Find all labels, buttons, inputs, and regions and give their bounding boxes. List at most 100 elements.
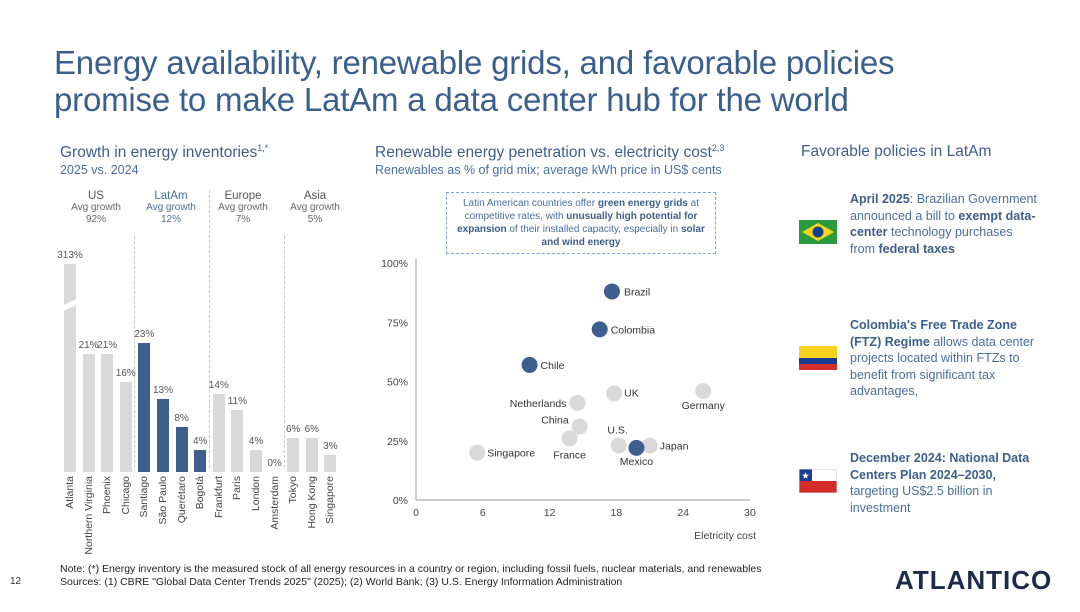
bar-value-label: 4% bbox=[192, 435, 208, 447]
region-avg-label: Avg growth bbox=[290, 202, 340, 213]
bar-value-label: 11% bbox=[227, 396, 248, 408]
scatter-point-label: Chile bbox=[541, 360, 565, 372]
renewables-subtitle: Renewables as % of grid mix; average kWh… bbox=[375, 163, 722, 177]
y-tick-label: 100% bbox=[381, 258, 408, 270]
renewables-title-sup: 2,3 bbox=[711, 143, 725, 153]
bar bbox=[157, 399, 169, 472]
y-tick-label: 0% bbox=[393, 495, 408, 507]
region-avg-label: Avg growth bbox=[218, 202, 268, 213]
region-divider bbox=[134, 236, 135, 468]
scatter-point bbox=[695, 382, 712, 399]
policy-text: technology purchases from bbox=[850, 225, 1013, 256]
scatter-point-label: Mexico bbox=[620, 456, 653, 468]
policy-lead: April 2025 bbox=[850, 192, 910, 206]
x-tick-label: 12 bbox=[544, 507, 556, 519]
callout-bold: unusually high potential for expansion bbox=[457, 211, 698, 235]
policy-lead: Colombia's Free Trade Zone (FTZ) Regime bbox=[850, 318, 1017, 349]
scatter-point bbox=[521, 356, 538, 373]
x-tick-label: 24 bbox=[677, 507, 689, 519]
bar bbox=[194, 449, 207, 472]
bar-value-label: 21% bbox=[78, 340, 99, 352]
bar-category-label: Phoenix bbox=[101, 476, 114, 514]
bar bbox=[250, 449, 262, 472]
bar-category-label: Santiago bbox=[138, 476, 151, 518]
growth-section-title: Growth in energy inventories1,* bbox=[60, 143, 268, 162]
bar-value-label: 6% bbox=[285, 424, 301, 436]
chile-flag-icon bbox=[799, 469, 837, 493]
bar-value-label: 8% bbox=[174, 413, 189, 425]
x-tick-label: 6 bbox=[480, 507, 486, 519]
growth-title-sup: 1,* bbox=[257, 143, 269, 153]
region-name: Asia bbox=[303, 190, 327, 202]
policy-bold: exempt data-center bbox=[850, 208, 1036, 240]
region-name: US bbox=[88, 190, 104, 202]
scatter-point bbox=[641, 437, 658, 454]
scatter-point bbox=[469, 444, 486, 461]
scatter-point bbox=[628, 439, 645, 456]
renewables-section-title: Renewable energy penetration vs. electri… bbox=[375, 143, 724, 162]
bar bbox=[138, 343, 151, 472]
brazil-flag-icon bbox=[799, 220, 837, 244]
renewables-title-text: Renewable energy penetration vs. electri… bbox=[375, 144, 712, 162]
scatter-point bbox=[571, 418, 588, 435]
bar-category-label: Bogotá bbox=[194, 476, 207, 510]
bar-value-label: 16% bbox=[115, 368, 136, 380]
bar-value-label: 6% bbox=[304, 424, 320, 436]
region-header-asia: Asia Avg growth 5% bbox=[275, 190, 355, 226]
policy-chile: December 2024: National Data Centers Pla… bbox=[850, 450, 1040, 516]
bar bbox=[64, 264, 76, 472]
callout-bold: green energy grids bbox=[597, 198, 688, 209]
footnote-sources: Sources: (1) CBRE "Global Data Center Tr… bbox=[60, 576, 623, 588]
policy-brazil: April 2025: Brazilian Government announc… bbox=[850, 191, 1040, 257]
scatter-point bbox=[610, 437, 627, 454]
bar bbox=[101, 354, 114, 472]
policy-text: allows data center projects located with… bbox=[850, 334, 1035, 399]
region-avg-label: Avg growth bbox=[71, 202, 121, 213]
scatter-point-label: UK bbox=[624, 387, 639, 399]
scatter-point-label: U.S. bbox=[607, 424, 627, 436]
region-avg-value: 92% bbox=[85, 214, 106, 225]
growth-subtitle: 2025 vs. 2024 bbox=[60, 163, 139, 177]
bar bbox=[231, 410, 244, 472]
bar-category-label: Querétaro bbox=[175, 476, 188, 524]
callout-text: of their installed capacity, especially … bbox=[506, 224, 681, 235]
scatter-point bbox=[569, 394, 586, 411]
scatter-point-label: Germany bbox=[682, 400, 726, 412]
region-name: LatAm bbox=[154, 190, 188, 202]
bar bbox=[119, 382, 132, 472]
y-tick-label: 75% bbox=[387, 317, 408, 329]
bar-category-label: Tokyo bbox=[287, 476, 300, 504]
scatter-point-label: Netherlands bbox=[510, 398, 567, 410]
region-divider bbox=[284, 236, 285, 468]
bar-category-label: Frankfurt bbox=[212, 476, 225, 519]
bar-value-label: 13% bbox=[152, 385, 173, 397]
growth-title-text: Growth in energy inventories bbox=[60, 144, 258, 162]
bar-category-label: Amsterdam bbox=[268, 476, 281, 530]
bar-value-label: 23% bbox=[134, 329, 155, 341]
region-avg-value: 12% bbox=[160, 214, 181, 225]
policies-section-title: Favorable policies in LatAm bbox=[801, 143, 992, 160]
page-number: 12 bbox=[10, 576, 22, 587]
callout-bold: solar and wind energy bbox=[541, 224, 705, 248]
renewables-callout: Latin American countries offer green ene… bbox=[446, 192, 716, 254]
scatter-point-label: France bbox=[553, 449, 586, 461]
scatter-point-label: Brazil bbox=[624, 286, 650, 298]
scatter-point bbox=[591, 321, 608, 338]
y-tick-label: 25% bbox=[387, 436, 408, 448]
region-header-europe: Europe Avg growth 7% bbox=[203, 190, 283, 226]
bar-category-label: São Paulo bbox=[157, 476, 169, 525]
bar-category-label: Singapore bbox=[324, 476, 337, 524]
region-avg-label: Avg growth bbox=[146, 202, 196, 213]
scatter-point bbox=[561, 430, 578, 447]
region-divider bbox=[209, 190, 210, 468]
bar bbox=[175, 427, 188, 472]
policy-text: targeting US$2.5 billion in investment bbox=[850, 484, 993, 515]
callout-text: at competitive rates, with bbox=[464, 198, 700, 222]
bar-category-label: Hong Kong bbox=[305, 476, 318, 529]
bar-category-label: Chicago bbox=[119, 476, 132, 515]
footnote: Note: (*) Energy inventory is the measur… bbox=[60, 563, 762, 589]
footnote-note: Note: (*) Energy inventory is the measur… bbox=[60, 563, 762, 575]
page-title: Energy availability, renewable grids, an… bbox=[54, 44, 895, 118]
region-name: Europe bbox=[224, 190, 262, 202]
x-tick-label: 30 bbox=[744, 507, 756, 519]
